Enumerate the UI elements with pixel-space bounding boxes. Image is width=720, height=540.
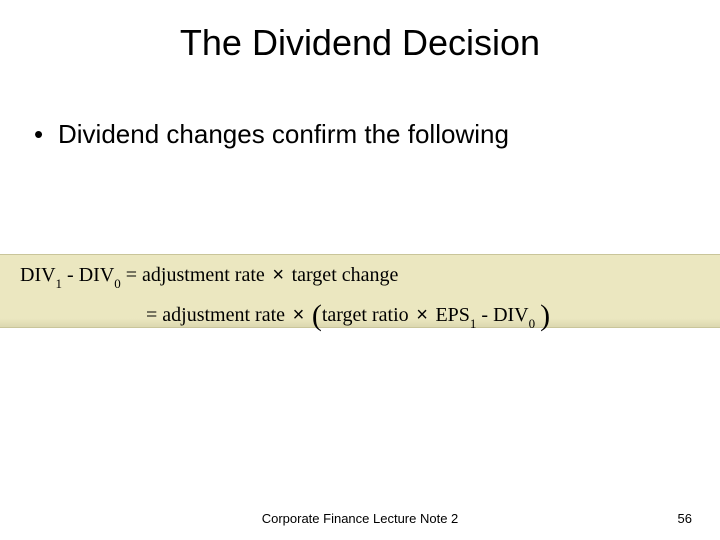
footer-page-number: 56 — [678, 511, 692, 526]
formula-line-2: = adjustment rate × (target ratio × EPS1… — [20, 295, 700, 330]
f2-times1: × — [285, 304, 312, 326]
f2-lparen: ( — [312, 299, 322, 332]
slide-title: The Dividend Decision — [0, 22, 720, 64]
f2-inner-a: target ratio — [322, 304, 409, 326]
bullet-item: • Dividend changes confirm the following — [34, 118, 686, 151]
slide: The Dividend Decision • Dividend changes… — [0, 0, 720, 540]
f1-rhs-b: target change — [292, 264, 399, 286]
f1-minus: - — [62, 264, 79, 286]
f1-var2: DIV — [79, 264, 115, 286]
formula-line-1: DIV1 - DIV0 = adjustment rate × target c… — [20, 264, 700, 290]
f1-sub2: 0 — [114, 276, 121, 291]
f1-rhs-a: adjustment rate — [142, 264, 265, 286]
bullet-marker: • — [34, 118, 58, 151]
f2-inner-b-var: EPS — [435, 304, 469, 326]
footer-center: Corporate Finance Lecture Note 2 — [0, 511, 720, 526]
f2-times2: × — [409, 304, 436, 326]
bullet-text: Dividend changes confirm the following — [58, 118, 509, 151]
f2-inner-c-var: DIV — [493, 304, 529, 326]
f1-var1: DIV — [20, 264, 56, 286]
f2-rparen: ) — [540, 299, 550, 332]
f2-inner-c-sub: 0 — [529, 316, 536, 331]
f2-rhs-a: adjustment rate — [162, 304, 285, 326]
f2-minus: - — [476, 304, 493, 326]
bullet-list: • Dividend changes confirm the following — [34, 118, 686, 151]
f1-times: × — [265, 264, 292, 286]
f2-eq: = — [146, 304, 162, 326]
formula-band: DIV1 - DIV0 = adjustment rate × target c… — [0, 254, 720, 328]
f1-eq: = — [121, 264, 142, 286]
f2-inner-b-sub: 1 — [470, 316, 477, 331]
f1-sub1: 1 — [56, 276, 63, 291]
